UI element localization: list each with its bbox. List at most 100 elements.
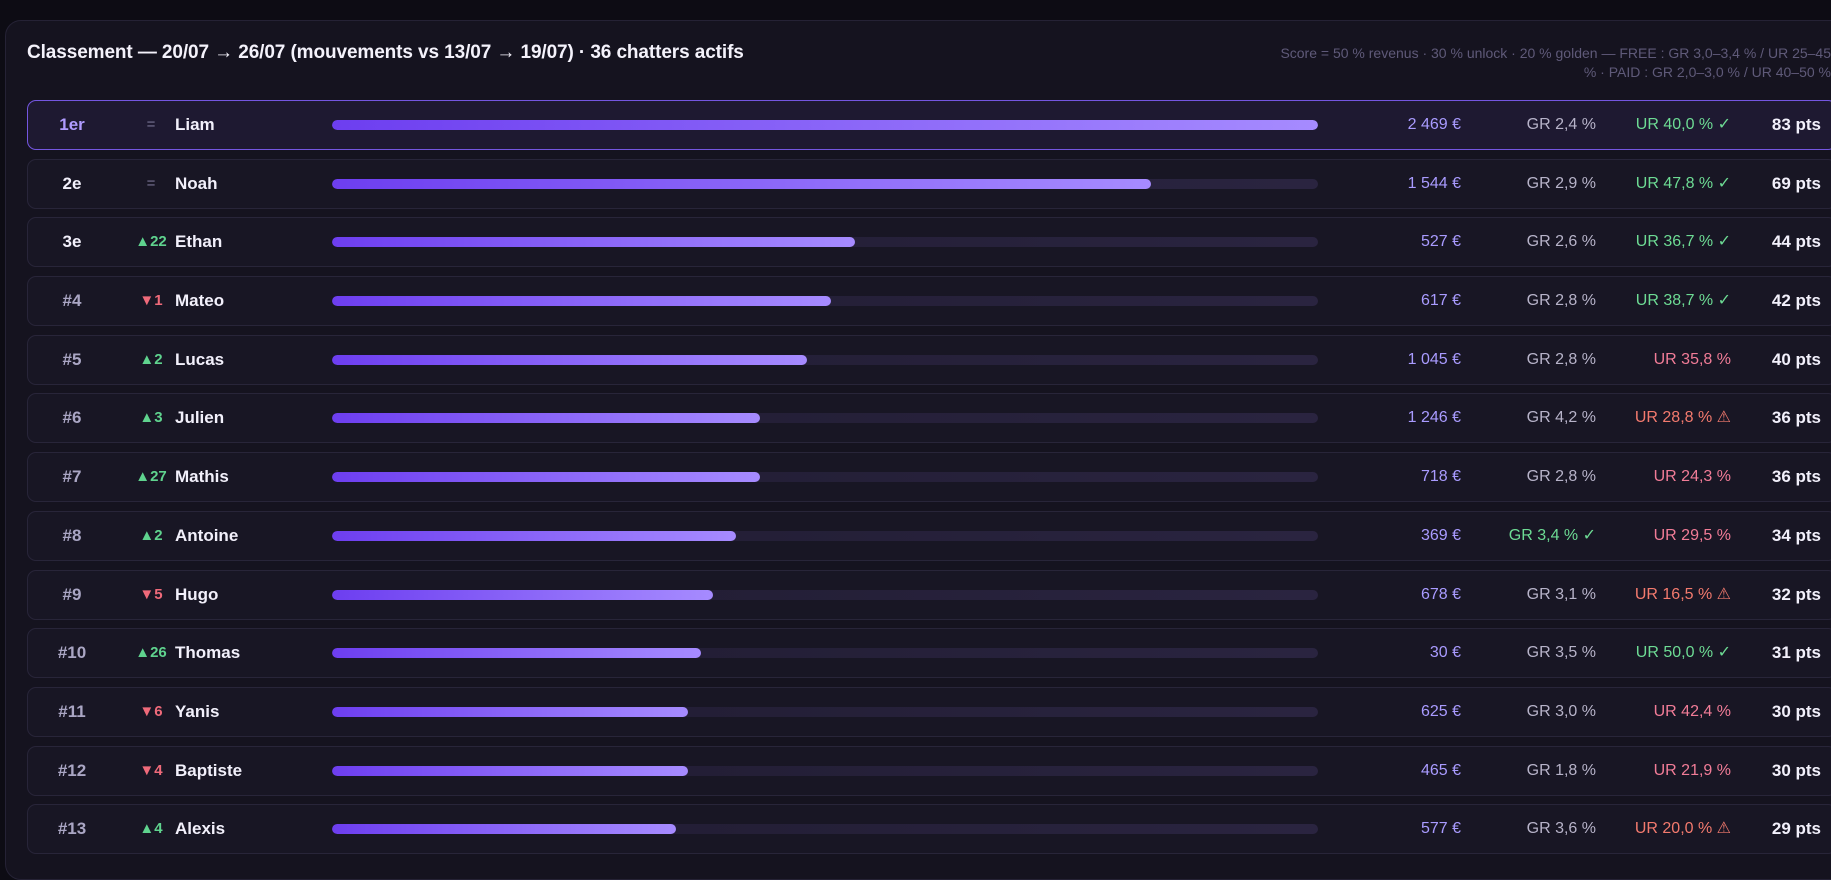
- rank-label: #4: [62, 291, 82, 311]
- points-value: 69 pts: [1771, 173, 1821, 193]
- unlock-rate-value: UR 16,5 % ⚠: [1634, 585, 1731, 603]
- rank-movement: =: [146, 174, 156, 192]
- score-bar-fill: [332, 530, 737, 541]
- score-bar-fill: [332, 237, 855, 248]
- revenue-value: 625 €: [1420, 702, 1461, 720]
- rank-label: #9: [62, 584, 82, 604]
- score-bar-fill: [332, 296, 831, 307]
- chatter-name: Baptiste: [175, 760, 243, 780]
- score-bar-track: [332, 178, 1318, 189]
- score-legend: Score = 50 % revenus · 30 % unlock · 20 …: [1280, 45, 1831, 80]
- points-value: 40 pts: [1771, 349, 1821, 369]
- rank-label: #11: [58, 701, 86, 721]
- score-bar-fill: [332, 648, 701, 659]
- revenue-value: 577 €: [1420, 820, 1461, 838]
- leaderboard-row[interactable]: #8 ▲2 Antoine 369 € GR 3,4 % ✓ UR 29,5 % 34 pt…: [27, 510, 1831, 561]
- revenue-value: 1 045 €: [1407, 350, 1461, 368]
- points-value: 30 pts: [1771, 701, 1821, 721]
- rank-label: #10: [57, 643, 87, 663]
- chatter-name: Mathis: [175, 467, 229, 487]
- score-bar-track: [332, 765, 1318, 776]
- rank-label: #13: [57, 819, 87, 839]
- golden-ratio-value: GR 3,5 %: [1526, 644, 1596, 662]
- leaderboard-row[interactable]: #12 ▼4 Baptiste 465 € GR 1,8 % UR 21,9 % 30 pt…: [27, 745, 1831, 796]
- score-bar-fill: [332, 178, 1152, 189]
- rank-movement: ▼4: [139, 761, 163, 779]
- leaderboard-row[interactable]: 2e = Noah 1 544 € GR 2,9 % UR 47,8 % ✓ 69 pts: [27, 158, 1831, 209]
- rank-movement: ▲4: [139, 820, 163, 838]
- golden-ratio-value: GR 3,0 %: [1526, 702, 1596, 720]
- points-value: 83 pts: [1771, 115, 1821, 134]
- rank-label: #12: [57, 760, 87, 780]
- leaderboard-row[interactable]: #9 ▼5 Hugo 678 € GR 3,1 % UR 16,5 % ⚠ 32 pts: [27, 569, 1831, 620]
- leaderboard-row[interactable]: 3e ▲22 Ethan 527 € GR 2,6 % UR 36,7 % ✓ 44 pts: [27, 217, 1831, 268]
- points-value: 34 pts: [1771, 525, 1821, 545]
- leaderboard-row[interactable]: #13 ▲4 Alexis 577 € GR 3,6 % UR 20,0 % ⚠ 29 pt…: [27, 804, 1831, 855]
- revenue-value: 678 €: [1420, 585, 1461, 603]
- rank-label: #8: [62, 525, 82, 545]
- leaderboard-header: Classement — 20/07 → 26/07 (mouvements v…: [27, 42, 1831, 82]
- chatter-name: Lucas: [175, 349, 225, 369]
- unlock-rate-value: UR 40,0 % ✓: [1635, 116, 1731, 133]
- score-bar-fill: [332, 120, 1318, 130]
- leaderboard-title: Classement — 20/07 → 26/07 (mouvements v…: [27, 42, 744, 63]
- leaderboard-row[interactable]: #6 ▲3 Julien 1 246 € GR 4,2 % UR 28,8 % ⚠ 36 p…: [27, 393, 1831, 444]
- unlock-rate-value: UR 38,7 % ✓: [1635, 292, 1731, 310]
- score-bar-track: [332, 472, 1318, 483]
- revenue-value: 1 246 €: [1407, 409, 1461, 427]
- unlock-rate-value: UR 42,4 %: [1653, 702, 1731, 720]
- golden-ratio-value: GR 1,8 %: [1526, 761, 1596, 779]
- points-value: 29 pts: [1771, 819, 1821, 839]
- score-bar-track: [332, 706, 1318, 717]
- chatter-name: Noah: [175, 173, 218, 193]
- leaderboard-row[interactable]: #11 ▼6 Yanis 625 € GR 3,0 % UR 42,4 % 30 pts: [27, 686, 1831, 737]
- revenue-value: 369 €: [1420, 526, 1461, 544]
- leaderboard-row[interactable]: #4 ▼1 Mateo 617 € GR 2,8 % UR 38,7 % ✓ 42 pts: [27, 276, 1831, 327]
- golden-ratio-value: GR 4,2 %: [1526, 409, 1596, 427]
- rank-movement: ▲27: [135, 468, 167, 486]
- unlock-rate-value: UR 29,5 %: [1653, 526, 1731, 544]
- chatter-name: Alexis: [175, 819, 226, 839]
- unlock-rate-value: UR 24,3 %: [1653, 468, 1731, 486]
- rank-movement: ▲2: [139, 350, 163, 368]
- points-value: 42 pts: [1771, 291, 1821, 311]
- chatter-name: Liam: [175, 115, 215, 134]
- golden-ratio-value: GR 3,6 %: [1526, 820, 1596, 838]
- unlock-rate-value: UR 21,9 %: [1653, 761, 1731, 779]
- rank-label: 3e: [62, 232, 82, 252]
- rank-label: 1er: [59, 115, 85, 134]
- leaderboard-row[interactable]: #10 ▲26 Thomas 30 € GR 3,5 % UR 50,0 % ✓ 31 pt…: [27, 628, 1831, 679]
- unlock-rate-value: UR 47,8 % ✓: [1635, 174, 1731, 192]
- score-bar-fill: [332, 765, 688, 776]
- golden-ratio-value: GR 2,6 %: [1526, 233, 1596, 251]
- rank-movement: ▲2: [139, 526, 163, 544]
- points-value: 32 pts: [1771, 584, 1821, 604]
- leaderboard-row[interactable]: #5 ▲2 Lucas 1 045 € GR 2,8 % UR 35,8 % 40 pts: [27, 334, 1831, 385]
- golden-ratio-value: GR 2,8 %: [1526, 292, 1596, 310]
- unlock-rate-value: UR 20,0 % ⚠: [1634, 820, 1731, 838]
- points-value: 31 pts: [1771, 643, 1821, 663]
- score-bar-track: [332, 354, 1318, 365]
- revenue-value: 527 €: [1420, 233, 1461, 251]
- revenue-value: 465 €: [1420, 761, 1461, 779]
- score-bar-track: [332, 824, 1318, 835]
- score-bar-track: [332, 589, 1318, 600]
- score-bar-track: [332, 413, 1318, 424]
- chatter-name: Yanis: [175, 701, 220, 721]
- rank-movement: =: [146, 116, 156, 133]
- leaderboard-list: 1er = Liam 2 469 € GR 2,4 % UR 40,0 % ✓ 83 pts…: [27, 100, 1831, 863]
- score-bar-fill: [332, 472, 760, 483]
- golden-ratio-value: GR 3,1 %: [1526, 585, 1596, 603]
- rank-movement: ▼6: [139, 702, 163, 720]
- revenue-value: 30 €: [1429, 644, 1461, 662]
- unlock-rate-value: UR 28,8 % ⚠: [1634, 409, 1731, 427]
- golden-ratio-value: GR 2,8 %: [1526, 468, 1596, 486]
- golden-ratio-value: GR 2,8 %: [1526, 350, 1596, 368]
- leaderboard-row[interactable]: 1er = Liam 2 469 € GR 2,4 % UR 40,0 % ✓ 83 pts: [27, 100, 1831, 150]
- rank-label: #7: [62, 467, 82, 487]
- points-value: 36 pts: [1771, 467, 1821, 487]
- revenue-value: 718 €: [1420, 468, 1461, 486]
- points-value: 30 pts: [1771, 760, 1821, 780]
- unlock-rate-value: UR 50,0 % ✓: [1635, 644, 1731, 662]
- leaderboard-row[interactable]: #7 ▲27 Mathis 718 € GR 2,8 % UR 24,3 % 36 pts: [27, 452, 1831, 503]
